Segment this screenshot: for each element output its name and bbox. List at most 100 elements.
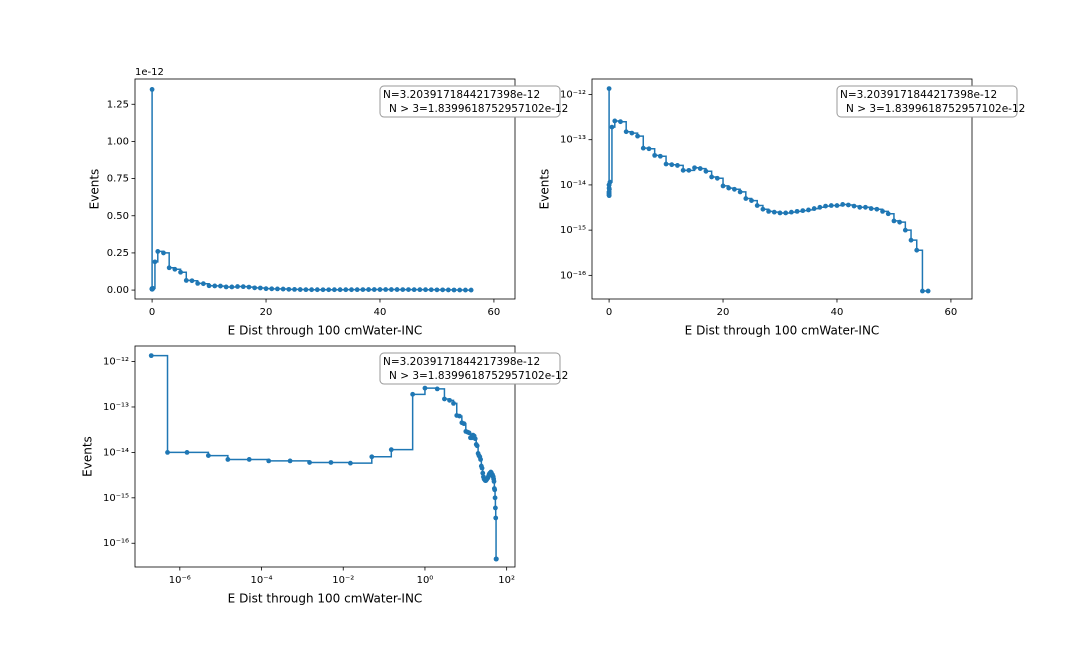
marker xyxy=(161,250,166,256)
annotation-box xyxy=(836,85,1018,118)
offset-label: 1e-12 xyxy=(135,67,164,78)
marker xyxy=(891,218,897,224)
marker xyxy=(897,219,903,225)
marker xyxy=(652,152,658,158)
marker xyxy=(252,285,258,291)
marker xyxy=(337,287,343,293)
subplot: 10⁻⁶ 10⁻⁴ 10⁻² 10⁰ 10² 10⁻¹⁶ 10⁻¹⁵ 10⁻¹⁴ 10⁻¹³ 10… xyxy=(81,345,568,606)
x-tick-label: 20 xyxy=(260,307,273,318)
marker xyxy=(479,465,485,471)
marker xyxy=(326,287,332,293)
marker xyxy=(823,203,828,209)
marker xyxy=(680,167,686,173)
marker xyxy=(246,457,252,462)
y-tick-label: 0.50 xyxy=(107,211,129,222)
marker xyxy=(184,450,190,455)
marker xyxy=(472,436,478,442)
annotation-text: N > 3=1.8399618752957102e-12 xyxy=(389,370,568,382)
marker xyxy=(280,286,286,292)
marker xyxy=(410,391,416,397)
x-tick-label: 10⁻² xyxy=(332,575,354,586)
annotation-text: N=3.2039171844217398e-12 xyxy=(383,89,540,101)
marker xyxy=(493,556,499,562)
marker xyxy=(411,287,417,293)
marker xyxy=(205,453,211,459)
marker xyxy=(493,515,499,521)
subplot: 0 20 40 60 0.00 0.25 0.50 0.75 1.00 1.25 E Dist th… xyxy=(88,67,569,338)
y-tick-label: 10⁻¹⁵ xyxy=(560,225,586,236)
marker xyxy=(461,421,467,427)
marker xyxy=(623,129,629,135)
marker xyxy=(240,284,246,290)
y-tick-label: 1.25 xyxy=(107,99,129,110)
marker xyxy=(297,287,303,292)
marker xyxy=(925,288,931,294)
y-tick-label: 10⁻¹⁶ xyxy=(560,270,586,281)
marker xyxy=(369,454,375,460)
marker xyxy=(348,460,353,466)
marker xyxy=(287,458,293,464)
y-tick-label: 10⁻¹⁶ xyxy=(103,538,129,549)
marker xyxy=(714,175,720,181)
marker xyxy=(609,124,615,130)
marker xyxy=(400,287,406,293)
marker xyxy=(640,145,646,151)
marker xyxy=(189,278,195,284)
marker xyxy=(834,203,840,208)
marker xyxy=(749,198,754,204)
y-tick-label: 10⁻¹² xyxy=(560,89,586,100)
marker xyxy=(152,259,158,265)
marker xyxy=(468,287,474,293)
x-tick-label: 10⁻⁶ xyxy=(169,575,191,586)
marker xyxy=(257,285,263,291)
subplot: 0 20 40 60 10⁻¹⁶ 10⁻¹⁵ 10⁻¹⁴ 10⁻¹³ 10⁻¹² E Dist t… xyxy=(538,78,1025,338)
marker xyxy=(263,286,269,292)
annotation-box xyxy=(379,352,561,385)
marker xyxy=(212,283,218,289)
y-tick-label: 10⁻¹³ xyxy=(560,135,586,146)
marker xyxy=(178,269,183,275)
marker xyxy=(466,430,472,436)
marker xyxy=(457,413,462,419)
marker xyxy=(463,287,468,293)
marker xyxy=(388,287,394,292)
marker xyxy=(309,287,315,293)
marker xyxy=(225,457,231,462)
marker xyxy=(223,284,229,290)
annotation-box xyxy=(379,85,561,118)
x-tick-label: 0 xyxy=(606,307,612,318)
marker xyxy=(480,470,486,476)
annotation-text: N=3.2039171844217398e-12 xyxy=(840,89,997,101)
marker xyxy=(235,284,240,289)
marker xyxy=(275,286,280,292)
marker xyxy=(349,287,354,293)
marker xyxy=(445,287,451,293)
marker xyxy=(155,249,161,254)
x-tick-label: 0 xyxy=(149,307,155,318)
marker xyxy=(885,211,891,217)
marker xyxy=(383,287,389,292)
marker xyxy=(686,167,692,173)
x-tick-label: 60 xyxy=(488,307,501,318)
y-axis-label: Events xyxy=(81,436,95,477)
marker xyxy=(474,443,480,449)
x-tick-label: 10⁰ xyxy=(417,575,434,586)
marker xyxy=(902,227,908,233)
marker xyxy=(148,353,154,359)
marker xyxy=(447,397,452,403)
marker xyxy=(218,283,223,289)
marker xyxy=(366,287,371,292)
marker xyxy=(246,284,252,290)
marker xyxy=(442,396,447,402)
marker xyxy=(492,505,498,511)
marker xyxy=(618,119,623,125)
annotation-text: N > 3=1.8399618752957102e-12 xyxy=(846,103,1025,115)
marker xyxy=(806,207,811,213)
marker xyxy=(771,209,777,215)
y-axis-label: Events xyxy=(538,169,552,210)
x-tick-label: 10² xyxy=(498,575,515,586)
marker xyxy=(692,165,697,171)
marker xyxy=(663,161,669,167)
marker xyxy=(303,287,309,293)
